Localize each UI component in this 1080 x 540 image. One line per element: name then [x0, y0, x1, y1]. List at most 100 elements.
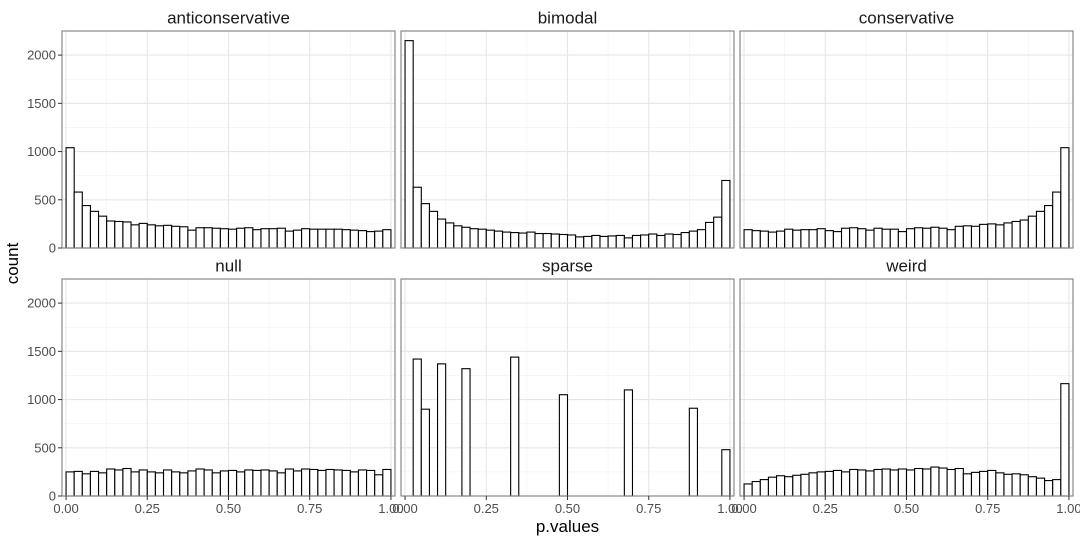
histogram-bar — [219, 470, 230, 497]
histogram-bar — [721, 449, 731, 497]
histogram-bar — [688, 407, 699, 497]
x-tick-label: 0.00 — [392, 501, 417, 516]
histogram-bar — [542, 232, 552, 249]
histogram-bar — [97, 472, 108, 497]
histogram-bar — [453, 225, 463, 249]
x-tick-label: 0.00 — [731, 501, 756, 516]
histogram-bar — [227, 228, 238, 249]
histogram-bar — [922, 468, 932, 497]
histogram-bar — [751, 480, 761, 497]
histogram-bar — [526, 231, 536, 249]
histogram-bar — [954, 467, 964, 497]
histogram-bar — [816, 471, 826, 497]
histogram-bar — [412, 358, 422, 497]
histogram-bar — [664, 233, 674, 249]
histogram-bar — [550, 233, 560, 249]
histogram-bar — [65, 147, 75, 249]
histogram-bar — [73, 470, 83, 497]
histogram-bar — [623, 237, 634, 249]
histogram-bar — [881, 228, 891, 249]
panel-null: null 0 500 1000 1500 2000 0.00 0.25 0.50 0.75 1.00 — [27, 257, 404, 517]
histogram-bar — [970, 225, 981, 249]
histogram-bar — [518, 232, 528, 249]
histogram-bar — [374, 474, 384, 497]
histogram-bar — [179, 226, 189, 249]
histogram-bar — [187, 470, 197, 497]
histogram-bar — [404, 40, 414, 249]
strip-label-weird: weird — [885, 257, 927, 276]
histogram-bar — [784, 228, 794, 249]
histogram-bar — [607, 235, 617, 249]
panel-bimodal: bimodal — [400, 9, 735, 249]
histogram-bar — [840, 227, 851, 249]
histogram-bar — [179, 472, 189, 497]
histogram-bar — [832, 469, 843, 497]
histogram-bar — [905, 469, 916, 497]
histogram-bar — [122, 467, 132, 497]
histogram-bar — [623, 389, 634, 497]
histogram-bar — [510, 232, 520, 249]
histogram-bar — [849, 227, 859, 249]
y-tick-label: 0 — [49, 241, 56, 256]
histogram-bar — [824, 230, 834, 249]
histogram-bar — [333, 469, 343, 497]
histogram-bar — [81, 473, 91, 497]
histogram-bar — [325, 468, 335, 497]
histogram-bar — [688, 230, 699, 249]
histogram-bar — [341, 229, 351, 249]
histogram-bar — [252, 229, 262, 249]
histogram-bar — [979, 470, 989, 497]
histogram-bar — [260, 228, 270, 249]
histogram-bar — [792, 229, 802, 249]
x-tick-label: 0.25 — [474, 501, 499, 516]
histogram-bar — [759, 479, 769, 497]
histogram-bar — [1011, 473, 1021, 497]
strip-label-conservative: conservative — [859, 9, 954, 28]
histogram-bar — [922, 227, 932, 249]
histogram-bar — [631, 234, 642, 249]
histogram-bar — [382, 229, 392, 249]
y-tick-label: 1500 — [27, 96, 56, 111]
histogram-bar — [73, 191, 83, 249]
y-tick-label: 500 — [34, 192, 56, 207]
histogram-bar — [792, 474, 802, 497]
histogram-bar — [106, 468, 116, 497]
histogram-bar — [89, 470, 100, 497]
histogram-bar — [461, 368, 471, 497]
histogram-bar — [1052, 479, 1062, 497]
histogram-bar — [889, 228, 899, 249]
histogram-bar — [317, 469, 327, 497]
histogram-bar — [784, 476, 794, 497]
histogram-bar — [374, 230, 384, 249]
histogram-bar — [1044, 205, 1054, 249]
histogram-bar — [640, 234, 650, 249]
histogram-bar — [962, 473, 973, 497]
histogram-bar — [341, 469, 351, 497]
histogram-bar — [970, 471, 981, 497]
histogram-bar — [897, 468, 908, 497]
x-tick-label: 0.75 — [636, 501, 661, 516]
histogram-bar — [309, 228, 319, 249]
strip-label-bimodal: bimodal — [538, 9, 598, 28]
x-tick-label: 0.50 — [216, 501, 241, 516]
histogram-bar — [1035, 477, 1046, 497]
histogram-bar — [1035, 210, 1046, 249]
histogram-bar — [357, 230, 368, 249]
panel-border — [61, 30, 396, 249]
histogram-bar — [1003, 473, 1013, 497]
histogram-bar — [211, 227, 221, 249]
histogram-bar — [114, 469, 124, 497]
histogram-bar — [946, 229, 956, 249]
histogram-bar — [333, 228, 343, 249]
x-tick-label: 0.75 — [297, 501, 322, 516]
histogram-bar — [469, 228, 479, 249]
histogram-bar — [97, 215, 108, 249]
y-tick-label: 1500 — [27, 344, 56, 359]
y-tick-label: 500 — [34, 440, 56, 455]
x-tick-label: 1.00 — [717, 501, 742, 516]
histogram-bar — [775, 230, 786, 249]
histogram-bar — [412, 186, 422, 249]
histogram-bar — [309, 468, 319, 497]
histogram-bar — [106, 220, 116, 249]
histogram-bar — [260, 469, 270, 497]
